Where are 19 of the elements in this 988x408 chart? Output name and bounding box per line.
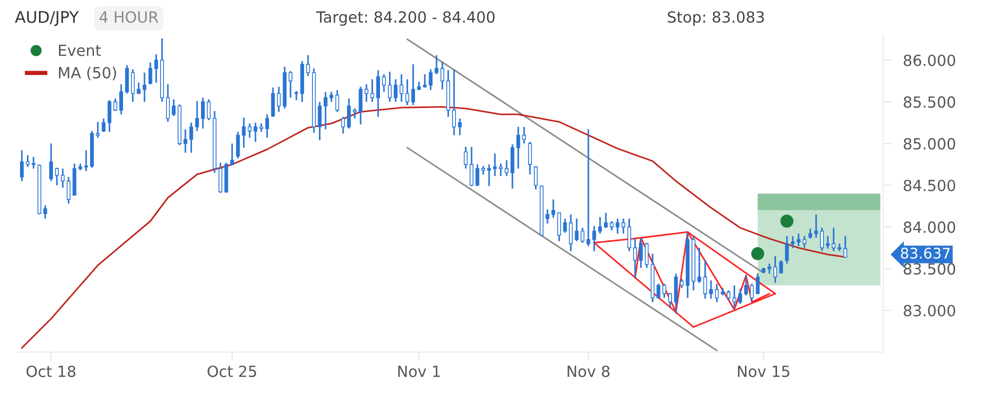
x-tick-label: Nov 1 xyxy=(398,366,440,378)
chart-title: AUD/JPY xyxy=(14,11,79,26)
legend-label: Event xyxy=(59,44,101,56)
y-tick-label: 84.500 xyxy=(904,180,956,192)
x-tick-label: Nov 8 xyxy=(568,366,610,378)
legend-label: MA (50) xyxy=(59,66,116,80)
y-tick-label: 85.000 xyxy=(904,138,956,150)
y-tick-label: 83.500 xyxy=(904,263,956,275)
x-tick-label: Oct 25 xyxy=(208,366,256,378)
x-tick-label: Oct 18 xyxy=(26,366,76,378)
y-tick-label: 85.500 xyxy=(904,96,956,108)
text: Stop: 83.083 xyxy=(668,11,764,26)
y-tick-label: 83.000 xyxy=(904,304,956,316)
y-tick-label: 86.000 xyxy=(904,54,956,66)
text: 83.637 xyxy=(900,248,950,259)
y-tick-label: 84.000 xyxy=(904,221,956,233)
chart-subtitle: 4 HOUR xyxy=(100,11,158,23)
x-tick-label: Nov 15 xyxy=(738,366,790,378)
text: Target: 84.200 - 84.400 xyxy=(316,11,495,26)
